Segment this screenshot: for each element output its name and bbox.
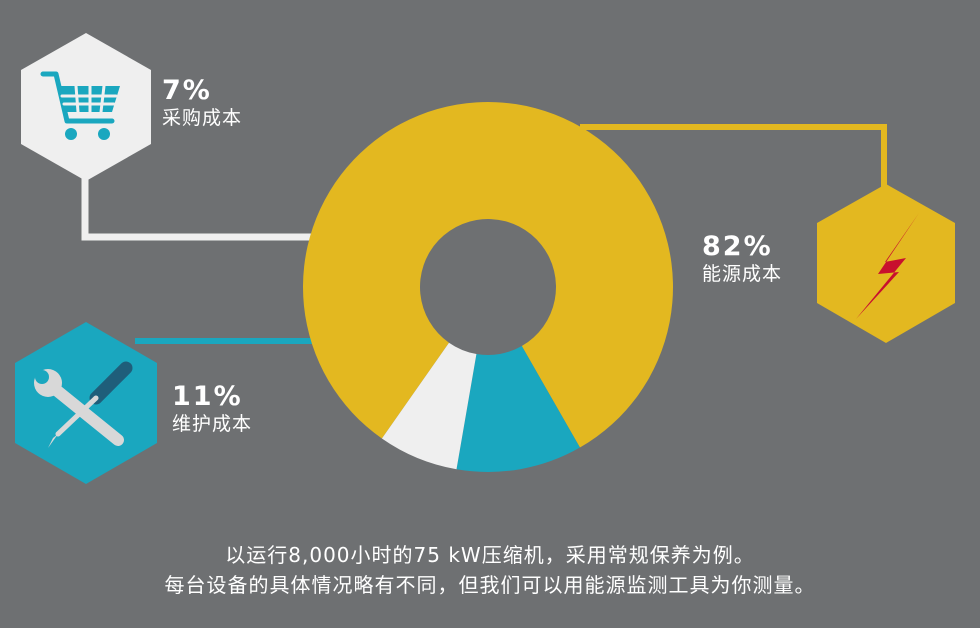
cart-wheel-left — [65, 128, 77, 140]
energy-connector-line — [580, 124, 887, 192]
purchase-percent: 7% — [162, 75, 212, 106]
energy-label: 82% 能源成本 — [702, 232, 782, 286]
purchase-name: 采购成本 — [162, 107, 243, 129]
slice-maintenance — [456, 346, 580, 473]
purchase-connector-line — [81, 170, 318, 241]
slice-energy — [303, 102, 673, 448]
slice-purchase — [381, 342, 477, 470]
energy-name: 能源成本 — [702, 263, 783, 285]
energy-hexagon — [817, 184, 955, 343]
maintenance-hexagon — [15, 322, 157, 484]
cart-wheel-right — [98, 128, 110, 140]
shopping-cart-icon — [40, 71, 120, 124]
donut-slices — [303, 102, 673, 473]
caption-line-2: 每台设备的具体情况略有不同，但我们可以用能源监测工具为你测量。 — [164, 573, 816, 597]
energy-percent: 82% — [702, 231, 773, 262]
purchase-hexagon — [21, 33, 151, 181]
maintenance-percent: 11% — [172, 381, 243, 412]
lightning-bolt-icon — [856, 213, 919, 319]
caption: 以运行8,000小时的75 kW压缩机，采用常规保养为例。 每台设备的具体情况略… — [0, 540, 980, 600]
purchase-label: 7% 采购成本 — [162, 76, 242, 130]
maintenance-label: 11% 维护成本 — [172, 382, 252, 436]
caption-line-1: 以运行8,000小时的75 kW压缩机，采用常规保养为例。 — [225, 543, 755, 567]
maintenance-name: 维护成本 — [172, 413, 253, 435]
wrench-screwdriver-icon — [34, 361, 133, 448]
